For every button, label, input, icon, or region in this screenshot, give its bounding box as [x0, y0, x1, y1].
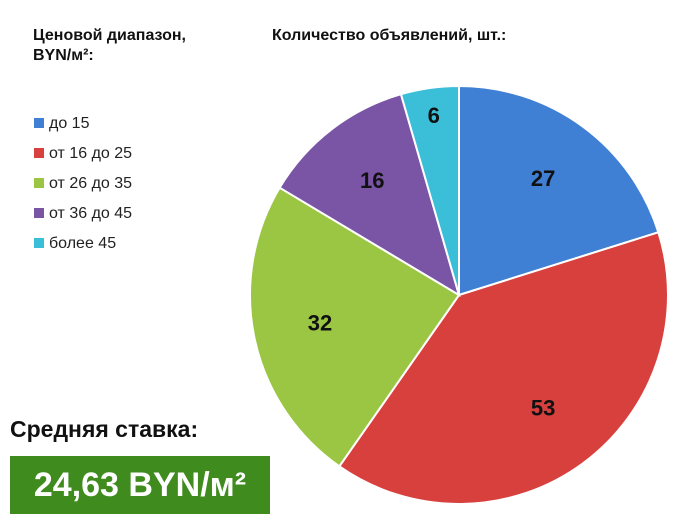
legend-label: до 15 — [49, 115, 90, 132]
data-label: 32 — [308, 311, 332, 336]
pie-slice — [337, 231, 669, 505]
pie-slice — [249, 186, 461, 468]
legend-marker — [34, 208, 44, 218]
data-label: 6 — [428, 103, 440, 128]
pie-slice — [458, 84, 660, 297]
legend-label: от 26 до 35 — [49, 175, 132, 192]
legend-marker — [34, 178, 44, 188]
pie-slice — [278, 92, 461, 298]
legend-marker — [34, 118, 44, 128]
legend-title: Ценовой диапазон, BYN/м²: — [33, 27, 186, 64]
chart-title: Количество объявлений, шт.: — [272, 27, 507, 44]
annotation-value: 24,63 BYN/м² — [10, 456, 270, 514]
legend-marker — [34, 238, 44, 248]
data-label: 27 — [531, 166, 555, 191]
legend-marker — [34, 148, 44, 158]
data-label: 53 — [531, 395, 555, 420]
pie-slice — [399, 84, 460, 296]
data-label: 16 — [360, 168, 384, 193]
legend-label: более 45 — [49, 235, 116, 252]
annotation-label: Средняя ставка: — [10, 416, 199, 442]
legend-label: от 16 до 25 — [49, 145, 132, 162]
legend-label: от 36 до 45 — [49, 205, 132, 222]
